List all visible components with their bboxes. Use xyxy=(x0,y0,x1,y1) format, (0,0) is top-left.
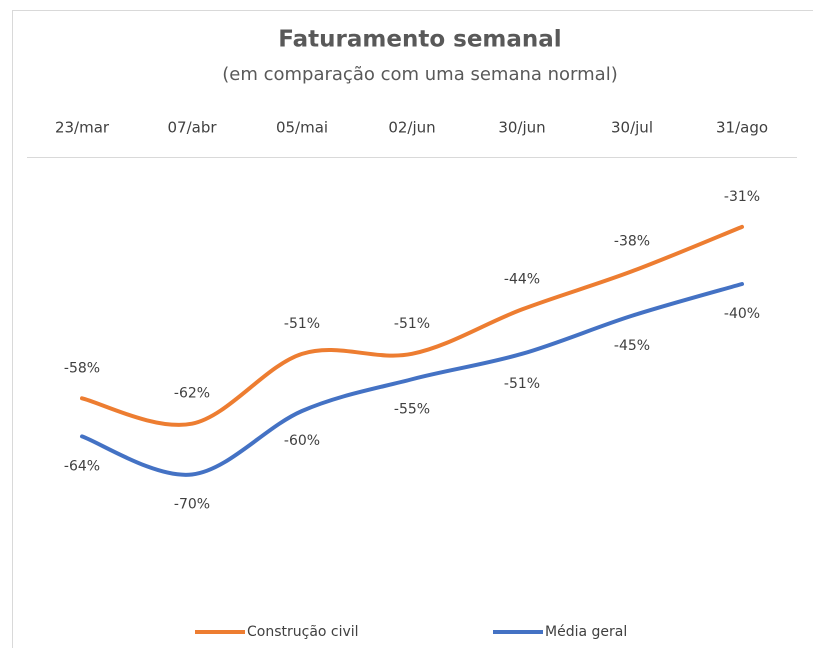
data-label: -51% xyxy=(504,376,540,392)
x-tick-label: 30/jul xyxy=(611,119,653,137)
data-label: -40% xyxy=(724,306,760,322)
data-label: -70% xyxy=(174,497,210,513)
x-tick-label: 31/ago xyxy=(716,119,768,137)
data-label: -44% xyxy=(504,271,540,287)
data-label: -58% xyxy=(64,360,100,376)
x-tick-label: 05/mai xyxy=(276,119,328,137)
chart-title: Faturamento semanal xyxy=(278,27,561,53)
x-tick-label: 07/abr xyxy=(167,119,217,137)
x-tick-label: 30/jun xyxy=(498,119,545,137)
legend-label: Construção civil xyxy=(247,624,359,640)
data-label: -51% xyxy=(284,316,320,332)
data-label: -51% xyxy=(394,316,430,332)
data-label: -64% xyxy=(64,458,100,474)
data-label: -60% xyxy=(284,433,320,449)
data-label: -38% xyxy=(614,233,650,249)
data-label: -31% xyxy=(724,189,760,205)
x-tick-label: 02/jun xyxy=(388,119,435,137)
legend-label: Média geral xyxy=(545,624,627,640)
chart-border xyxy=(12,10,813,648)
data-label: -55% xyxy=(394,401,430,417)
data-label: -45% xyxy=(614,338,650,354)
series-line xyxy=(80,224,744,427)
data-label: -62% xyxy=(174,386,210,402)
chart-subtitle: (em comparação com uma semana normal) xyxy=(222,64,617,85)
series-line xyxy=(80,282,744,477)
x-tick-label: 23/mar xyxy=(55,119,110,137)
